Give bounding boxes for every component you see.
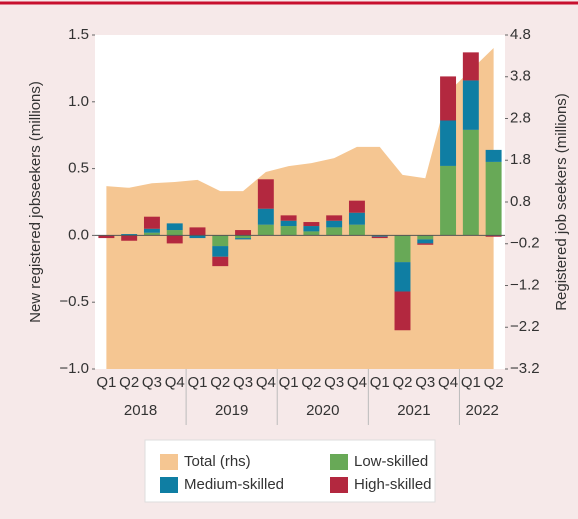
x-tick-label: Q1 [279, 374, 299, 391]
bar-segment [98, 235, 115, 239]
y-tick-label: −0.5 [59, 293, 89, 310]
legend [144, 439, 436, 503]
y2-tick-label: −0.2 [510, 235, 540, 252]
bar-segment [235, 238, 252, 240]
y-tick-label: 1.5 [68, 26, 89, 43]
bar-segment [166, 230, 183, 236]
x-tick-label: Q1 [96, 374, 116, 391]
y2-tick-label: 3.8 [510, 68, 531, 85]
x-tick-label: Q2 [392, 374, 412, 391]
bar-segment [280, 226, 297, 236]
x-tick-label: Q2 [119, 374, 139, 391]
bar-segment [348, 212, 365, 225]
y-tick-label: 1.0 [68, 93, 89, 110]
y2-tick-label: 4.8 [510, 26, 531, 43]
x-tick-label: Q2 [210, 374, 230, 391]
bar-segment [440, 76, 457, 121]
bar-segment [394, 291, 411, 331]
year-label: 2018 [124, 402, 157, 419]
bar-segment [143, 216, 160, 229]
x-tick-label: Q4 [165, 374, 185, 391]
bar-segment [189, 227, 206, 236]
bar-segment [257, 224, 274, 236]
bar-segment [371, 235, 388, 237]
bar-segment [303, 222, 320, 227]
bar-segment [485, 161, 502, 236]
bar-segment [417, 243, 434, 245]
bar-segment [440, 165, 457, 236]
year-label: 2020 [306, 402, 339, 419]
x-tick-label: Q3 [233, 374, 253, 391]
bar-segment [485, 235, 502, 237]
y2-tick-label: 2.8 [510, 109, 531, 126]
year-label: 2019 [215, 402, 248, 419]
y2-tick-label: 1.8 [510, 151, 531, 168]
bar-segment [394, 235, 411, 263]
bar-segment [462, 129, 479, 236]
bar-segment [326, 220, 343, 228]
bar-segment [462, 52, 479, 81]
bar-segment [235, 235, 252, 239]
x-tick-label: Q1 [187, 374, 207, 391]
y2-tick-label: 0.8 [510, 193, 531, 210]
bar-segment [326, 227, 343, 236]
bar-segment [121, 234, 138, 236]
y2-tick-label: −1.2 [510, 276, 540, 293]
bar-segment [348, 200, 365, 213]
bar-segment [212, 235, 229, 247]
legend-swatch [330, 477, 348, 493]
x-tick-label: Q4 [438, 374, 458, 391]
bar-segment [280, 220, 297, 227]
bar-segment [212, 256, 229, 267]
bar-segment [303, 231, 320, 236]
y2-axis-label: Registered job seekers (millions) [553, 93, 570, 311]
x-tick-label: Q4 [347, 374, 367, 391]
bar-segment [303, 226, 320, 232]
legend-swatch [160, 477, 178, 493]
legend-label: High-skilled [354, 476, 432, 493]
bar-segment [121, 235, 138, 241]
bar-segment [440, 120, 457, 166]
bar-segment [348, 224, 365, 236]
legend-swatch [330, 454, 348, 470]
x-tick-label: Q2 [301, 374, 321, 391]
y2-tick-label: −2.2 [510, 318, 540, 335]
x-tick-label: Q3 [142, 374, 162, 391]
bar-segment [257, 179, 274, 209]
bar-segment [143, 232, 160, 236]
x-tick-label: Q4 [256, 374, 276, 391]
bar-segment [166, 223, 183, 231]
x-tick-label: Q3 [324, 374, 344, 391]
bar-segment [417, 239, 434, 244]
legend-label: Low-skilled [354, 453, 428, 470]
legend-swatch [160, 454, 178, 470]
bar-segment [257, 208, 274, 225]
x-tick-label: Q1 [370, 374, 390, 391]
bar-segment [371, 236, 388, 239]
bar-segment [212, 246, 229, 257]
bar-segment [280, 215, 297, 221]
bar-segment [143, 228, 160, 233]
x-tick-label: Q1 [461, 374, 481, 391]
x-tick-label: Q2 [484, 374, 504, 391]
y-axis-label: New registered jobseekers (millions) [27, 81, 44, 323]
bar-segment [189, 235, 206, 239]
x-tick-label: Q3 [415, 374, 435, 391]
y-tick-label: 0.5 [68, 160, 89, 177]
bar-segment [417, 235, 434, 240]
bar-segment [462, 80, 479, 130]
bar-segment [326, 215, 343, 221]
year-label: 2022 [466, 402, 499, 419]
bar-segment [235, 230, 252, 236]
y-tick-label: 0.0 [68, 226, 89, 243]
legend-label: Total (rhs) [184, 453, 251, 470]
y-tick-label: −1.0 [59, 360, 89, 377]
bar-segment [394, 262, 411, 292]
bar-segment [485, 149, 502, 162]
bar-segment [166, 235, 183, 244]
y2-tick-label: −3.2 [510, 360, 540, 377]
legend-label: Medium-skilled [184, 476, 284, 493]
year-label: 2021 [397, 402, 430, 419]
